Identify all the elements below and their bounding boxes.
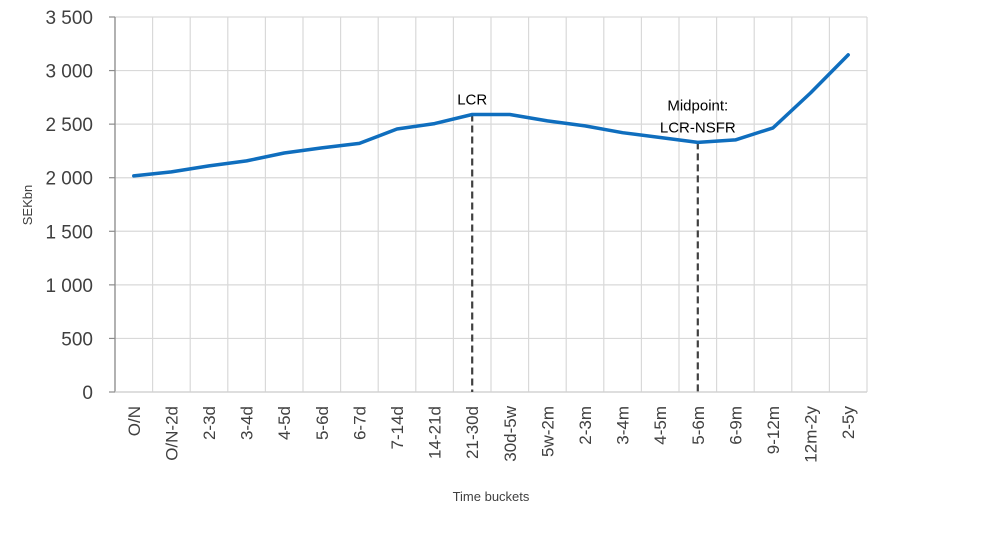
- y-tick-label: 500: [61, 329, 93, 350]
- y-tick-label: 0: [82, 383, 93, 404]
- y-axis-ticks: 0 500 1 000 1 500 2 000 2 500 3 000 3 500: [45, 8, 115, 404]
- x-tick-label: 2-3m: [576, 406, 595, 445]
- y-tick-label: 3 500: [45, 8, 93, 29]
- annotation-label: LCR-NSFR: [660, 119, 736, 136]
- x-tick-label: 9-12m: [764, 406, 783, 454]
- annotation-label: LCR: [457, 92, 487, 109]
- y-tick-label: 2 500: [45, 115, 93, 136]
- y-tick-label: 1 500: [45, 222, 93, 243]
- x-tick-label: 30d-5w: [501, 405, 520, 461]
- y-tick-label: 2 000: [45, 169, 93, 190]
- x-tick-label: 3-4m: [614, 406, 633, 445]
- y-tick-label: 3 000: [45, 62, 93, 83]
- x-tick-label: 7-14d: [388, 406, 407, 449]
- series-line: [132, 53, 850, 178]
- x-tick-label: O/N-2d: [162, 406, 181, 461]
- x-tick-label: 5-6d: [313, 406, 332, 440]
- x-tick-label: 3-4d: [238, 406, 257, 440]
- x-tick-label: 5-6m: [689, 406, 708, 445]
- x-tick-label: 4-5m: [651, 406, 670, 445]
- annotations: LCR Midpoint: LCR-NSFR: [457, 92, 736, 392]
- annotation-label: Midpoint:: [667, 97, 728, 114]
- x-tick-label: 14-21d: [426, 406, 445, 459]
- x-tick-label: 5w-2m: [538, 406, 557, 457]
- x-tick-label: 2-3d: [200, 406, 219, 440]
- y-tick-label: 1 000: [45, 276, 93, 297]
- x-tick-label: 4-5d: [275, 406, 294, 440]
- y-axis-title: SEKbn: [20, 185, 35, 225]
- gridlines: [114, 16, 868, 393]
- x-tick-label: 6-7d: [350, 406, 369, 440]
- x-axis-ticks: O/N O/N-2d 2-3d 3-4d 4-5d 5-6d 6-7d 7-14d 14-21d…: [125, 405, 858, 462]
- x-tick-label: 21-30d: [463, 406, 482, 459]
- x-tick-label: 6-9m: [726, 406, 745, 445]
- x-axis-title: Time buckets: [453, 489, 530, 504]
- x-tick-label: 12m-2y: [802, 406, 821, 463]
- x-tick-label: 2-5y: [839, 406, 858, 440]
- x-tick-label: O/N: [125, 406, 144, 436]
